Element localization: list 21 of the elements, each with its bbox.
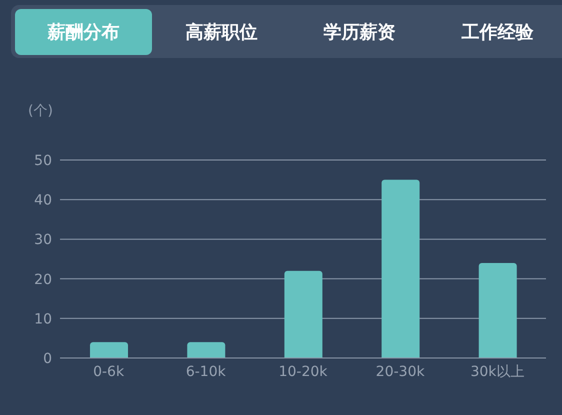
- x-tick-label: 20-30k: [376, 364, 426, 380]
- x-tick-label: 6-10k: [186, 364, 227, 380]
- y-tick-label: 30: [34, 232, 52, 248]
- y-tick-label: 40: [34, 192, 52, 209]
- y-tick-label: 50: [34, 152, 52, 169]
- y-tick-label: 0: [43, 350, 52, 367]
- text: 工作经验: [462, 21, 534, 44]
- bar: [478, 262, 517, 358]
- x-tick-label: 0-6k: [93, 364, 125, 380]
- bar: [187, 342, 226, 358]
- x-tick-label: 10-20k: [278, 364, 328, 380]
- bar: [90, 342, 128, 358]
- text: 高薪职位: [186, 21, 258, 44]
- text: 薪酬分布: [48, 21, 120, 44]
- y-tick-label: 20: [34, 272, 52, 288]
- bar: [284, 270, 322, 358]
- y-tick-label: 10: [34, 311, 52, 328]
- x-tick-label: 30k以上: [470, 364, 524, 380]
- y-axis-title: (个): [28, 102, 53, 120]
- bar: [382, 180, 420, 358]
- text: 学历薪资: [324, 21, 396, 44]
